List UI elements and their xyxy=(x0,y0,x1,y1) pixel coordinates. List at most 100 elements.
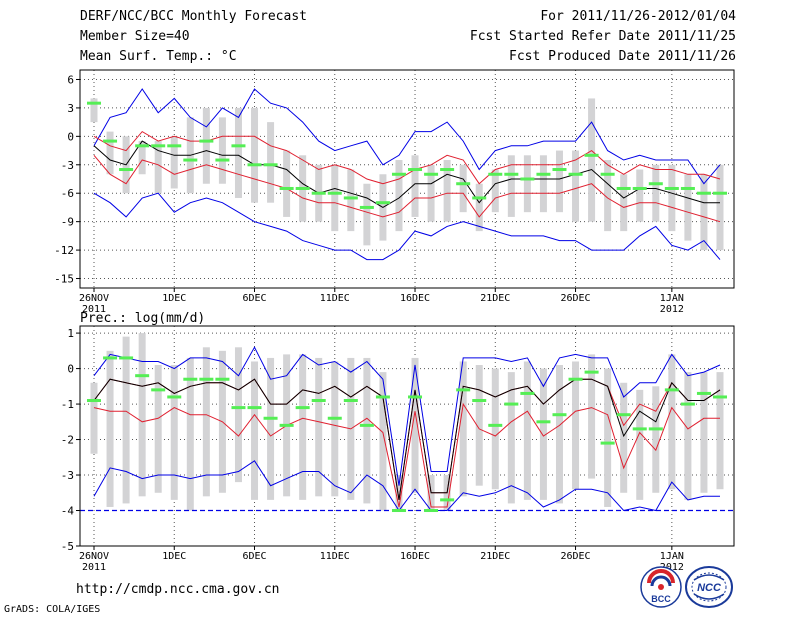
ensemble-box xyxy=(283,150,291,217)
forecast-period: For 2011/11/26-2012/01/04 xyxy=(540,9,736,24)
y-tick-label: 0 xyxy=(67,363,74,376)
median-marker xyxy=(632,186,647,190)
source-url[interactable]: http://cmdp.ncc.cma.gov.cn xyxy=(76,582,280,597)
ensemble-box xyxy=(636,169,644,222)
x-tick-label: 6DEC xyxy=(242,293,266,304)
x-tick-label: 11DEC xyxy=(320,551,350,562)
chart-title: DERF/NCC/BCC Monthly Forecast xyxy=(80,9,307,24)
ensemble-box xyxy=(459,361,467,497)
ensemble-box xyxy=(491,169,499,213)
median-marker xyxy=(151,388,166,392)
median-marker xyxy=(215,158,230,162)
x-tick-label: 6DEC xyxy=(242,551,266,562)
median-marker xyxy=(520,391,535,395)
median-marker xyxy=(375,201,390,205)
median-marker xyxy=(616,186,631,190)
ensemble-box xyxy=(716,164,724,251)
y-tick-label: -6 xyxy=(61,187,74,200)
median-marker xyxy=(311,191,326,195)
median-marker xyxy=(183,158,198,162)
ensemble-box xyxy=(539,155,547,213)
ensemble-box xyxy=(684,372,692,500)
ensemble-box xyxy=(234,347,242,483)
forecast-produced-date: Fcst Produced Date 2011/11/26 xyxy=(509,49,736,64)
median-marker xyxy=(263,416,278,420)
ensemble-box xyxy=(572,361,580,490)
ensemble-box xyxy=(443,160,451,222)
ensemble-box xyxy=(363,183,371,246)
plot-frame xyxy=(79,69,735,289)
ensemble-box xyxy=(251,107,259,203)
median-marker xyxy=(424,509,439,513)
ensemble-box xyxy=(555,365,563,504)
y-tick-label: -3 xyxy=(61,159,74,172)
median-marker xyxy=(391,509,406,513)
median-marker xyxy=(584,153,599,157)
x-tick-label: 26DEC xyxy=(560,293,590,304)
ensemble-box xyxy=(122,336,130,504)
ensemble-box xyxy=(138,141,146,175)
ensemble-box xyxy=(331,361,339,497)
ensemble-box xyxy=(170,365,178,500)
ensemble-box xyxy=(555,150,563,213)
median-marker xyxy=(616,413,631,417)
median-marker xyxy=(536,172,551,176)
ensemble-box xyxy=(491,368,499,490)
median-marker xyxy=(504,402,519,406)
median-marker xyxy=(472,196,487,200)
median-marker xyxy=(648,182,663,186)
y-tick-label: 0 xyxy=(67,130,74,143)
ensemble-box xyxy=(315,357,323,497)
max-line xyxy=(93,346,721,486)
ncc-logo-text: NCC xyxy=(697,582,722,594)
ensemble-box xyxy=(539,368,547,500)
ensemble-box xyxy=(459,164,467,213)
header-right: For 2011/11/26-2012/01/04 Fcst Started R… xyxy=(470,8,736,68)
ensemble-box xyxy=(267,357,275,500)
ensemble-box xyxy=(588,98,596,222)
ensemble-box xyxy=(427,164,435,222)
ensemble-box xyxy=(218,117,226,184)
y-tick-label: -2 xyxy=(61,434,74,447)
ensemble-box xyxy=(138,333,146,497)
ensemble-box xyxy=(604,368,612,507)
ensemble-box xyxy=(154,141,162,194)
median-marker xyxy=(87,101,101,105)
median-marker xyxy=(584,370,599,374)
x-tick-label: 11DEC xyxy=(320,293,350,304)
ensemble-box xyxy=(251,361,259,500)
median-marker xyxy=(600,172,615,176)
ensemble-box xyxy=(475,183,483,232)
median-marker xyxy=(504,172,519,176)
median-marker xyxy=(247,163,262,167)
median-marker xyxy=(456,388,471,392)
ensemble-box xyxy=(652,164,660,222)
median-marker xyxy=(327,191,342,195)
y-tick-label: -5 xyxy=(61,540,74,553)
ensemble-box xyxy=(170,136,178,189)
ensemble-box xyxy=(411,155,419,217)
ensemble-box xyxy=(331,164,339,232)
precip-label: Prec.: log(mm/d) xyxy=(80,311,205,326)
mean-line xyxy=(93,378,721,500)
y-tick-label: 6 xyxy=(67,73,74,86)
ensemble-box xyxy=(202,107,210,184)
median-marker xyxy=(488,423,503,427)
ensemble-box xyxy=(395,475,403,511)
ensemble-box xyxy=(588,354,596,479)
median-marker xyxy=(167,144,182,148)
x-tick-label: 16DEC xyxy=(400,293,430,304)
ensemble-box xyxy=(186,357,194,511)
median-marker xyxy=(472,399,487,403)
header-left: DERF/NCC/BCC Monthly Forecast Member Siz… xyxy=(80,8,307,68)
median-marker xyxy=(552,413,567,417)
ensemble-box xyxy=(523,361,531,500)
median-marker xyxy=(536,420,551,424)
bcc-logo: BCC xyxy=(640,566,682,608)
median-marker xyxy=(568,172,583,176)
ensemble-box xyxy=(234,107,242,198)
minus-std-line xyxy=(93,402,720,508)
median-marker xyxy=(408,395,423,399)
median-marker xyxy=(135,374,150,378)
